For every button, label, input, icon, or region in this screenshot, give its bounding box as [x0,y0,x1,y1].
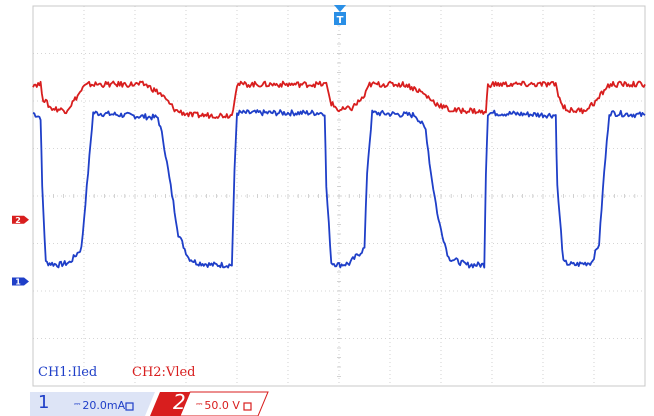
ch2-bw-icon [243,402,252,411]
ch2-scale[interactable]: ⎓ 50.0 V [196,399,240,412]
ch1-level-marker-text: 1 [15,278,21,287]
ch2-scale-value: 50.0 V [204,399,240,412]
ch1-bw-icon [125,402,134,411]
ch1-level-marker[interactable] [12,277,29,286]
channel-level-markers: 12 [12,215,29,287]
ch1-scale-value: 20.0mA [82,399,126,412]
waveform-traces [32,80,646,269]
trace-ch1-iled [32,109,646,269]
trigger-t-text: T [337,15,344,26]
ch1-number[interactable]: 1 [38,392,50,413]
ch2-label: CH2:Vled [132,365,196,380]
trigger-t-icon[interactable] [334,5,346,12]
ch2-dc-coupling-icon: ⎓ [196,399,203,408]
trigger-marker[interactable]: T [334,5,346,26]
ch2-status-tile[interactable] [150,392,190,416]
ch2-number[interactable]: 2 [173,390,186,414]
ch1-scale[interactable]: ⎓ 20.0mA [74,399,125,412]
ch1-dc-coupling-icon: ⎓ [74,399,81,408]
trace-ch2-vled [32,80,646,119]
ch2-level-marker[interactable] [12,215,29,224]
ch1-status-tile[interactable] [30,392,155,416]
ch1-label: CH1:Iled [38,365,98,380]
ch2-level-marker-text: 2 [15,216,21,225]
trigger-t-box[interactable] [334,12,346,25]
status-bar-background [30,391,269,416]
graticule [32,5,646,387]
